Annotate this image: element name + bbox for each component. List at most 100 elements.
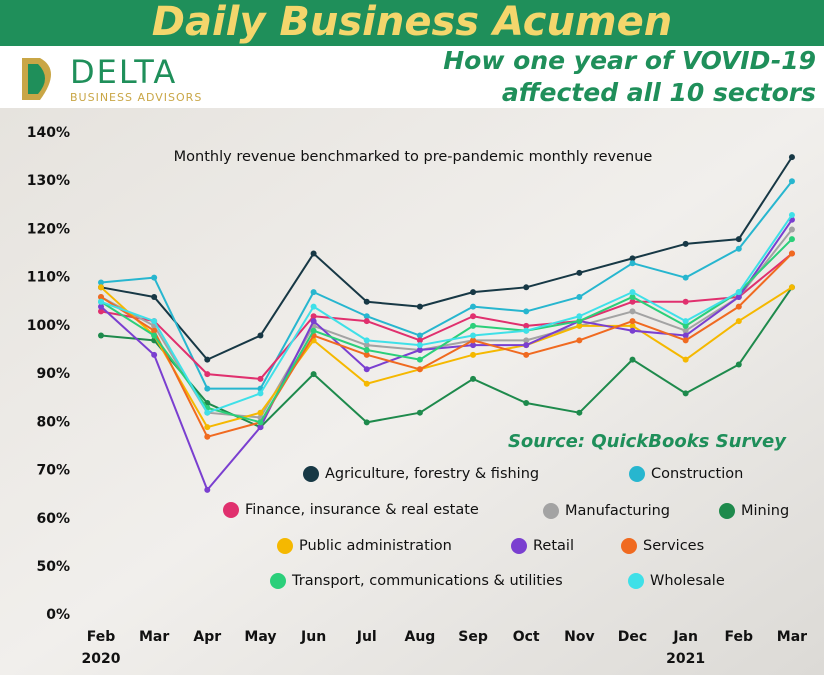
data-point (629, 298, 636, 305)
data-point (523, 337, 530, 344)
series-line (100, 156, 793, 361)
data-point (151, 274, 158, 281)
legend-label: Public administration (299, 538, 452, 554)
data-point (470, 337, 477, 344)
data-point (576, 318, 583, 325)
y-tick-label: 50% (36, 559, 70, 575)
data-point (682, 337, 689, 344)
x-tick-label: Feb (87, 629, 116, 645)
x-tick-label: May (244, 629, 276, 645)
data-point (151, 293, 158, 300)
x-tick-label: Jan (672, 629, 698, 645)
data-point (257, 409, 264, 416)
y-tick-label: 130% (27, 173, 70, 189)
y-tick-label: 120% (27, 221, 70, 237)
legend-swatch (511, 538, 527, 554)
series-line (100, 228, 793, 419)
data-point (363, 351, 370, 358)
data-point (204, 409, 211, 416)
legend-label: Transport, communications & utilities (291, 573, 563, 589)
x-tick-label: Jun (300, 629, 326, 645)
data-point (416, 337, 423, 344)
series-line (100, 286, 793, 429)
data-point (682, 240, 689, 247)
data-point (682, 332, 689, 339)
data-point (735, 236, 742, 243)
data-point (98, 332, 104, 339)
data-point (735, 361, 742, 368)
data-point (257, 419, 264, 426)
data-point (310, 318, 317, 325)
data-point (788, 284, 795, 291)
data-point (523, 322, 530, 329)
x-tick-label: Mar (139, 629, 169, 645)
y-tick-label: 100% (27, 318, 70, 334)
data-point (470, 332, 477, 339)
chart-subtitle: Monthly revenue benchmarked to pre-pande… (174, 149, 653, 165)
x-tick-label: Dec (618, 629, 647, 645)
data-point (416, 409, 423, 416)
data-point (576, 293, 583, 300)
legend-label: Manufacturing (565, 503, 670, 519)
data-point (788, 211, 795, 218)
data-point (576, 409, 583, 416)
data-point (788, 226, 795, 233)
data-point (98, 298, 104, 305)
series-line (100, 180, 793, 390)
logo-subtitle: BUSINESS ADVISORS (70, 91, 202, 104)
data-point (523, 308, 530, 315)
x-sublabel: 2020 (82, 651, 121, 667)
data-point (576, 337, 583, 344)
data-point (735, 245, 742, 252)
data-point (363, 342, 370, 349)
y-tick-label: 70% (36, 463, 70, 479)
y-tick-label: 90% (36, 366, 70, 382)
data-point (682, 327, 689, 334)
data-point (204, 433, 211, 440)
data-point (629, 293, 636, 300)
legend-label: Mining (741, 503, 789, 519)
data-point (98, 279, 104, 286)
data-point (682, 390, 689, 397)
data-point (470, 342, 477, 349)
legend-label: Agriculture, forestry & fishing (325, 466, 539, 482)
data-point (363, 419, 370, 426)
data-point (788, 154, 795, 161)
data-point (151, 318, 158, 325)
data-point (151, 351, 158, 358)
series-line (100, 252, 793, 380)
data-point (363, 337, 370, 344)
data-point (98, 284, 104, 291)
y-tick-label: 110% (27, 270, 70, 286)
y-tick-label: 80% (36, 414, 70, 430)
data-point (151, 332, 158, 339)
data-point (363, 380, 370, 387)
legend-swatch (303, 466, 319, 482)
data-point (310, 327, 317, 334)
data-point (363, 347, 370, 353)
headline: affected all 10 sectors (502, 78, 816, 107)
legend-swatch (628, 573, 644, 589)
series-line (100, 214, 793, 414)
data-point (629, 260, 636, 267)
source-note: Source: QuickBooks Survey (508, 431, 787, 452)
data-point (682, 298, 689, 305)
legend-swatch (629, 466, 645, 482)
data-point (735, 289, 742, 296)
y-tick-label: 0% (46, 607, 70, 623)
data-point (523, 400, 530, 407)
data-point (576, 313, 583, 320)
data-point (310, 303, 317, 310)
page-title: Daily Business Acumen (152, 0, 672, 45)
data-point (629, 255, 636, 262)
data-point (98, 308, 104, 315)
data-point (257, 424, 264, 431)
subheader-band (0, 46, 824, 108)
data-point (629, 327, 636, 334)
legend-label: Finance, insurance & real estate (245, 502, 479, 518)
data-point (788, 250, 795, 257)
data-point (310, 250, 317, 257)
data-point (576, 322, 583, 329)
data-point (310, 371, 317, 378)
data-point (735, 303, 742, 310)
